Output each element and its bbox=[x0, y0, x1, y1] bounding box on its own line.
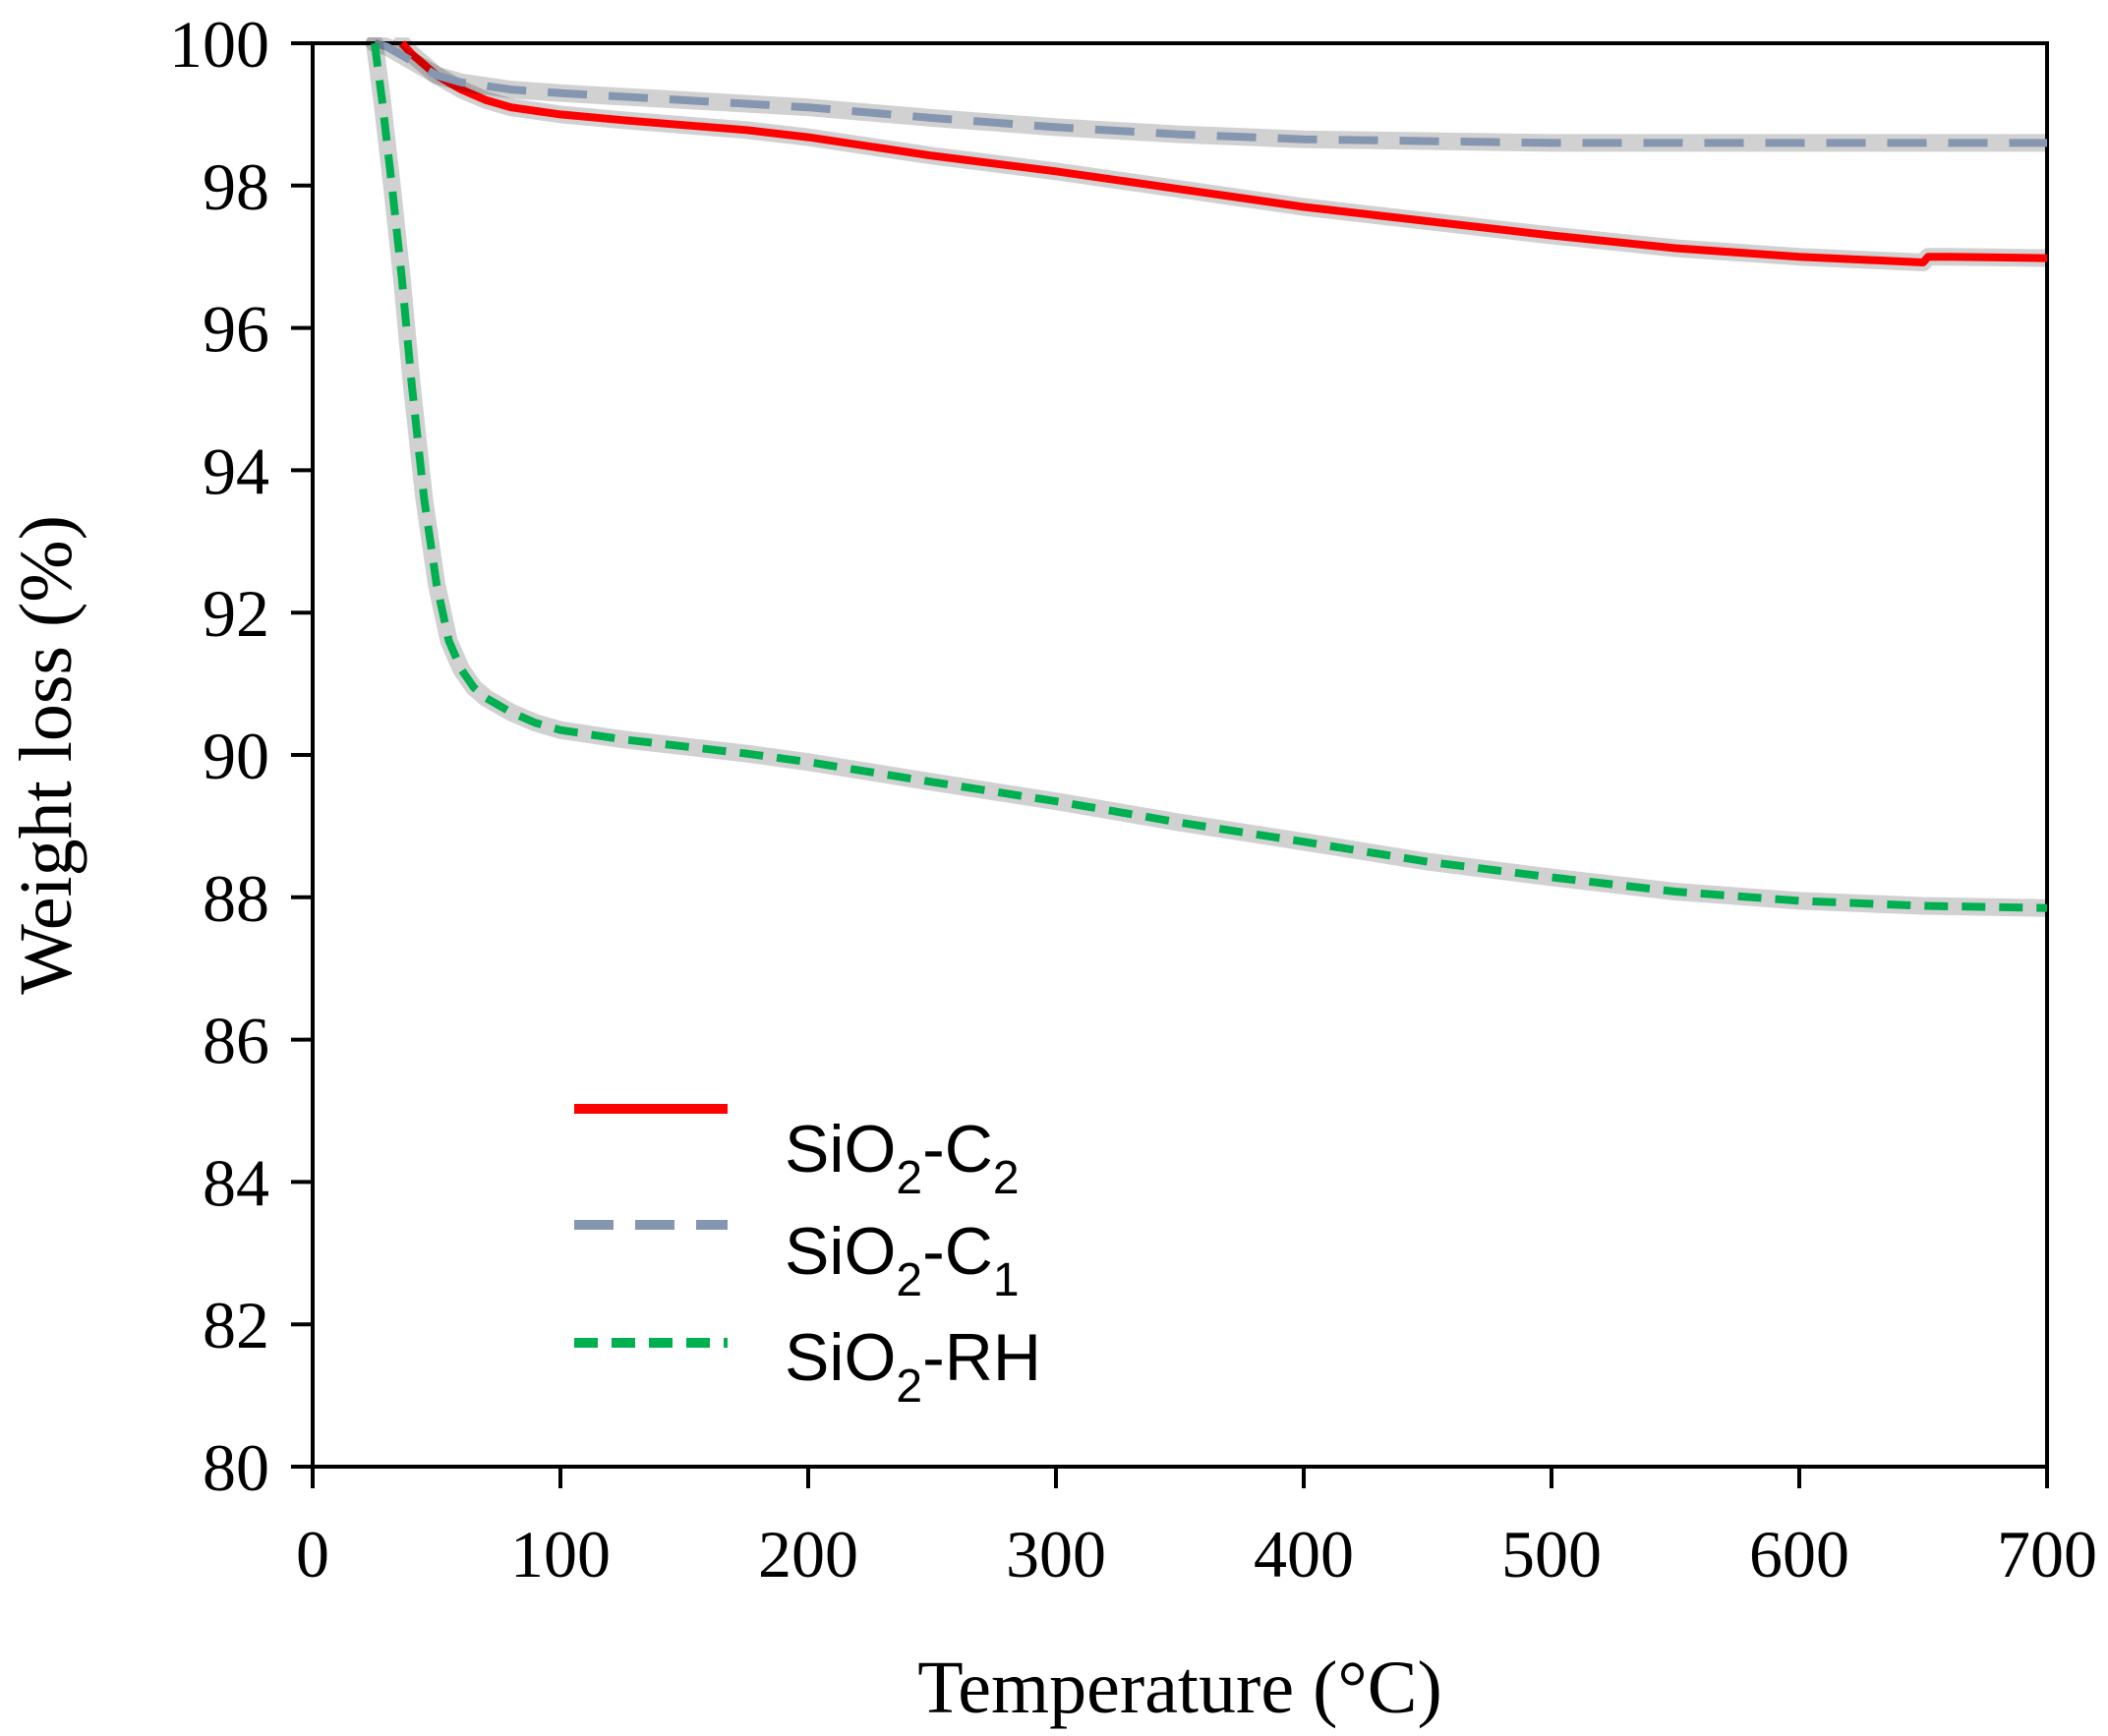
series-shadow-3 bbox=[366, 37, 2049, 917]
series-layer bbox=[366, 37, 2049, 917]
x-tick-label-400: 400 bbox=[1254, 1517, 1354, 1591]
x-axis-title: Temperature (°C) bbox=[917, 1647, 1442, 1729]
y-tick-label-100: 100 bbox=[169, 7, 269, 82]
y-tick-label-92: 92 bbox=[203, 576, 269, 651]
series-shadow-1 bbox=[392, 37, 2049, 271]
legend-label-sio2-rh: SiO2-RH bbox=[785, 1320, 1041, 1413]
series-line-sio2-c1 bbox=[373, 39, 2047, 147]
ticks-layer: 0 100 200 300 400 500 600 700 80 82 84 86 88 90 92 94 96… bbox=[169, 7, 2097, 1591]
x-tick-label-500: 500 bbox=[1501, 1517, 1602, 1591]
x-tick-label-200: 200 bbox=[758, 1517, 858, 1591]
y-tick-label-90: 90 bbox=[203, 719, 269, 793]
legend: SiO2-C2 SiO2-C1 SiO2-RH bbox=[574, 1104, 1041, 1413]
x-tick-label-300: 300 bbox=[1006, 1517, 1106, 1591]
legend-label-sio2-c2: SiO2-C2 bbox=[785, 1112, 1020, 1204]
y-axis-title: Weight loss (%) bbox=[5, 515, 88, 995]
x-tick-label-0: 0 bbox=[296, 1517, 329, 1591]
series-line-sio2-c2 bbox=[398, 40, 2048, 266]
y-tick-label-88: 88 bbox=[203, 861, 269, 936]
y-tick-label-80: 80 bbox=[203, 1430, 269, 1505]
y-tick-label-96: 96 bbox=[203, 292, 269, 367]
y-tick-label-94: 94 bbox=[203, 434, 269, 508]
legend-label-sio2-c1: SiO2-C1 bbox=[785, 1214, 1020, 1306]
series-line-sio2-rh bbox=[371, 42, 2048, 912]
y-tick-label-84: 84 bbox=[203, 1145, 269, 1220]
x-tick-label-600: 600 bbox=[1749, 1517, 1849, 1591]
y-tick-label-98: 98 bbox=[203, 149, 269, 224]
x-tick-label-700: 700 bbox=[1997, 1517, 2097, 1591]
y-tick-label-86: 86 bbox=[203, 1004, 269, 1078]
x-tick-label-100: 100 bbox=[510, 1517, 611, 1591]
y-tick-label-82: 82 bbox=[203, 1288, 269, 1362]
